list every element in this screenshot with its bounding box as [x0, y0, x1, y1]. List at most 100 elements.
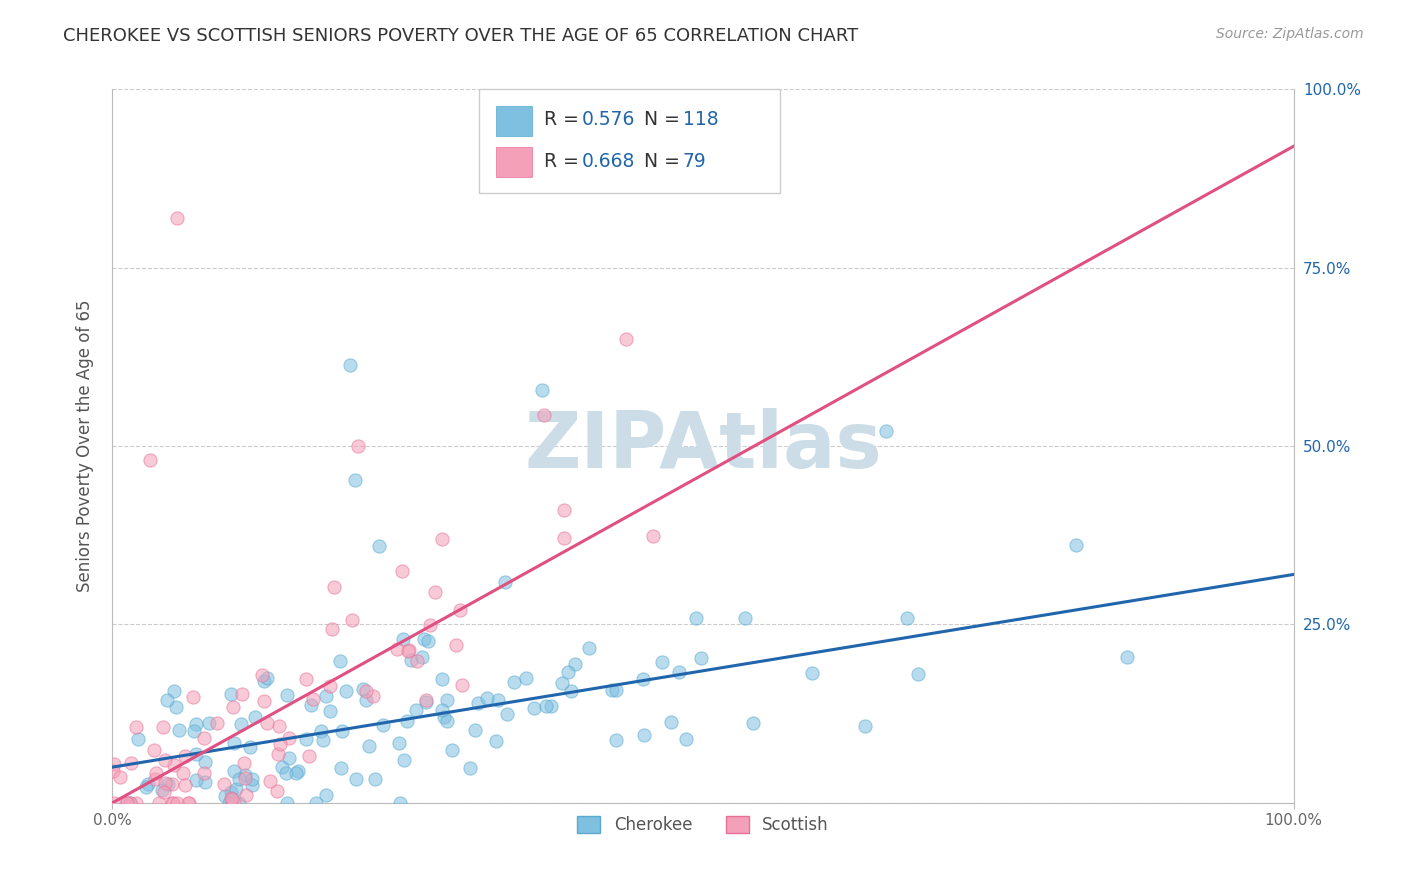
Point [233, 756, 256, 770]
Point [250, 668, 273, 682]
Point [277, 731, 299, 746]
Point [294, 732, 316, 747]
Point [271, 760, 294, 774]
Point [411, 649, 433, 664]
Point [118, 796, 141, 810]
Point [194, 755, 217, 769]
Point [1115, 650, 1137, 665]
Point [430, 533, 453, 547]
Point [233, 768, 256, 782]
Point [240, 772, 263, 786]
Point [485, 734, 508, 748]
Point [557, 665, 579, 679]
Point [801, 666, 824, 681]
Point [184, 716, 207, 731]
Point [240, 778, 263, 792]
Point [135, 780, 157, 794]
Point [239, 740, 262, 755]
FancyBboxPatch shape [478, 89, 780, 193]
Point [302, 692, 325, 706]
Point [494, 575, 516, 590]
Point [486, 692, 509, 706]
Point [125, 796, 148, 810]
Point [553, 503, 575, 517]
Point [605, 733, 627, 747]
Point [225, 781, 247, 796]
Point [183, 724, 205, 739]
Point [193, 731, 215, 745]
Point [162, 796, 184, 810]
Point [138, 453, 160, 467]
Point [405, 654, 427, 668]
Point [115, 796, 138, 810]
Point [136, 777, 159, 791]
Point [449, 603, 471, 617]
Text: 118: 118 [683, 111, 718, 129]
Point [162, 796, 184, 810]
Point [503, 674, 526, 689]
Point [194, 774, 217, 789]
Point [160, 776, 183, 790]
Point [229, 716, 252, 731]
Point [371, 718, 394, 732]
Point [436, 714, 458, 729]
Point [152, 720, 174, 734]
Point [346, 772, 368, 786]
Point [253, 674, 276, 689]
Point [256, 716, 278, 731]
Point [412, 632, 434, 647]
Point [415, 692, 437, 706]
Point [233, 771, 256, 785]
Point [221, 687, 243, 701]
Point [415, 694, 437, 708]
FancyBboxPatch shape [496, 105, 531, 136]
Point [193, 766, 215, 780]
Point [166, 211, 188, 225]
Point [600, 682, 623, 697]
Point [533, 408, 555, 422]
Point [522, 701, 544, 715]
Point [315, 789, 337, 803]
Point [685, 611, 707, 625]
Point [153, 753, 176, 767]
Point [357, 739, 380, 753]
Point [221, 700, 243, 714]
Point [103, 757, 125, 772]
Point [651, 656, 673, 670]
Point [578, 640, 600, 655]
Point [553, 531, 575, 545]
Point [339, 359, 361, 373]
Point [174, 749, 197, 764]
Point [156, 777, 179, 791]
Point [392, 632, 415, 646]
Point [315, 689, 337, 703]
Point [207, 715, 229, 730]
Point [398, 643, 420, 657]
Point [659, 715, 682, 730]
Point [276, 688, 298, 702]
Text: ZIPAtlas: ZIPAtlas [524, 408, 882, 484]
Point [419, 618, 441, 632]
Point [228, 772, 250, 786]
Point [218, 796, 240, 810]
Point [152, 785, 174, 799]
Point [110, 771, 132, 785]
Point [352, 681, 374, 696]
Point [614, 332, 637, 346]
Point [222, 796, 245, 810]
Point [150, 783, 173, 797]
Point [269, 737, 291, 751]
Y-axis label: Seniors Poverty Over the Age of 65: Seniors Poverty Over the Age of 65 [76, 300, 94, 592]
Point [156, 693, 179, 707]
Point [388, 736, 411, 750]
Point [103, 764, 125, 778]
Point [551, 676, 574, 690]
Point [224, 764, 246, 778]
Point [540, 699, 562, 714]
Point [145, 766, 167, 780]
Point [432, 703, 454, 717]
Point [367, 539, 389, 553]
Point [853, 718, 876, 732]
Text: R =: R = [544, 152, 585, 170]
Point [198, 716, 221, 731]
